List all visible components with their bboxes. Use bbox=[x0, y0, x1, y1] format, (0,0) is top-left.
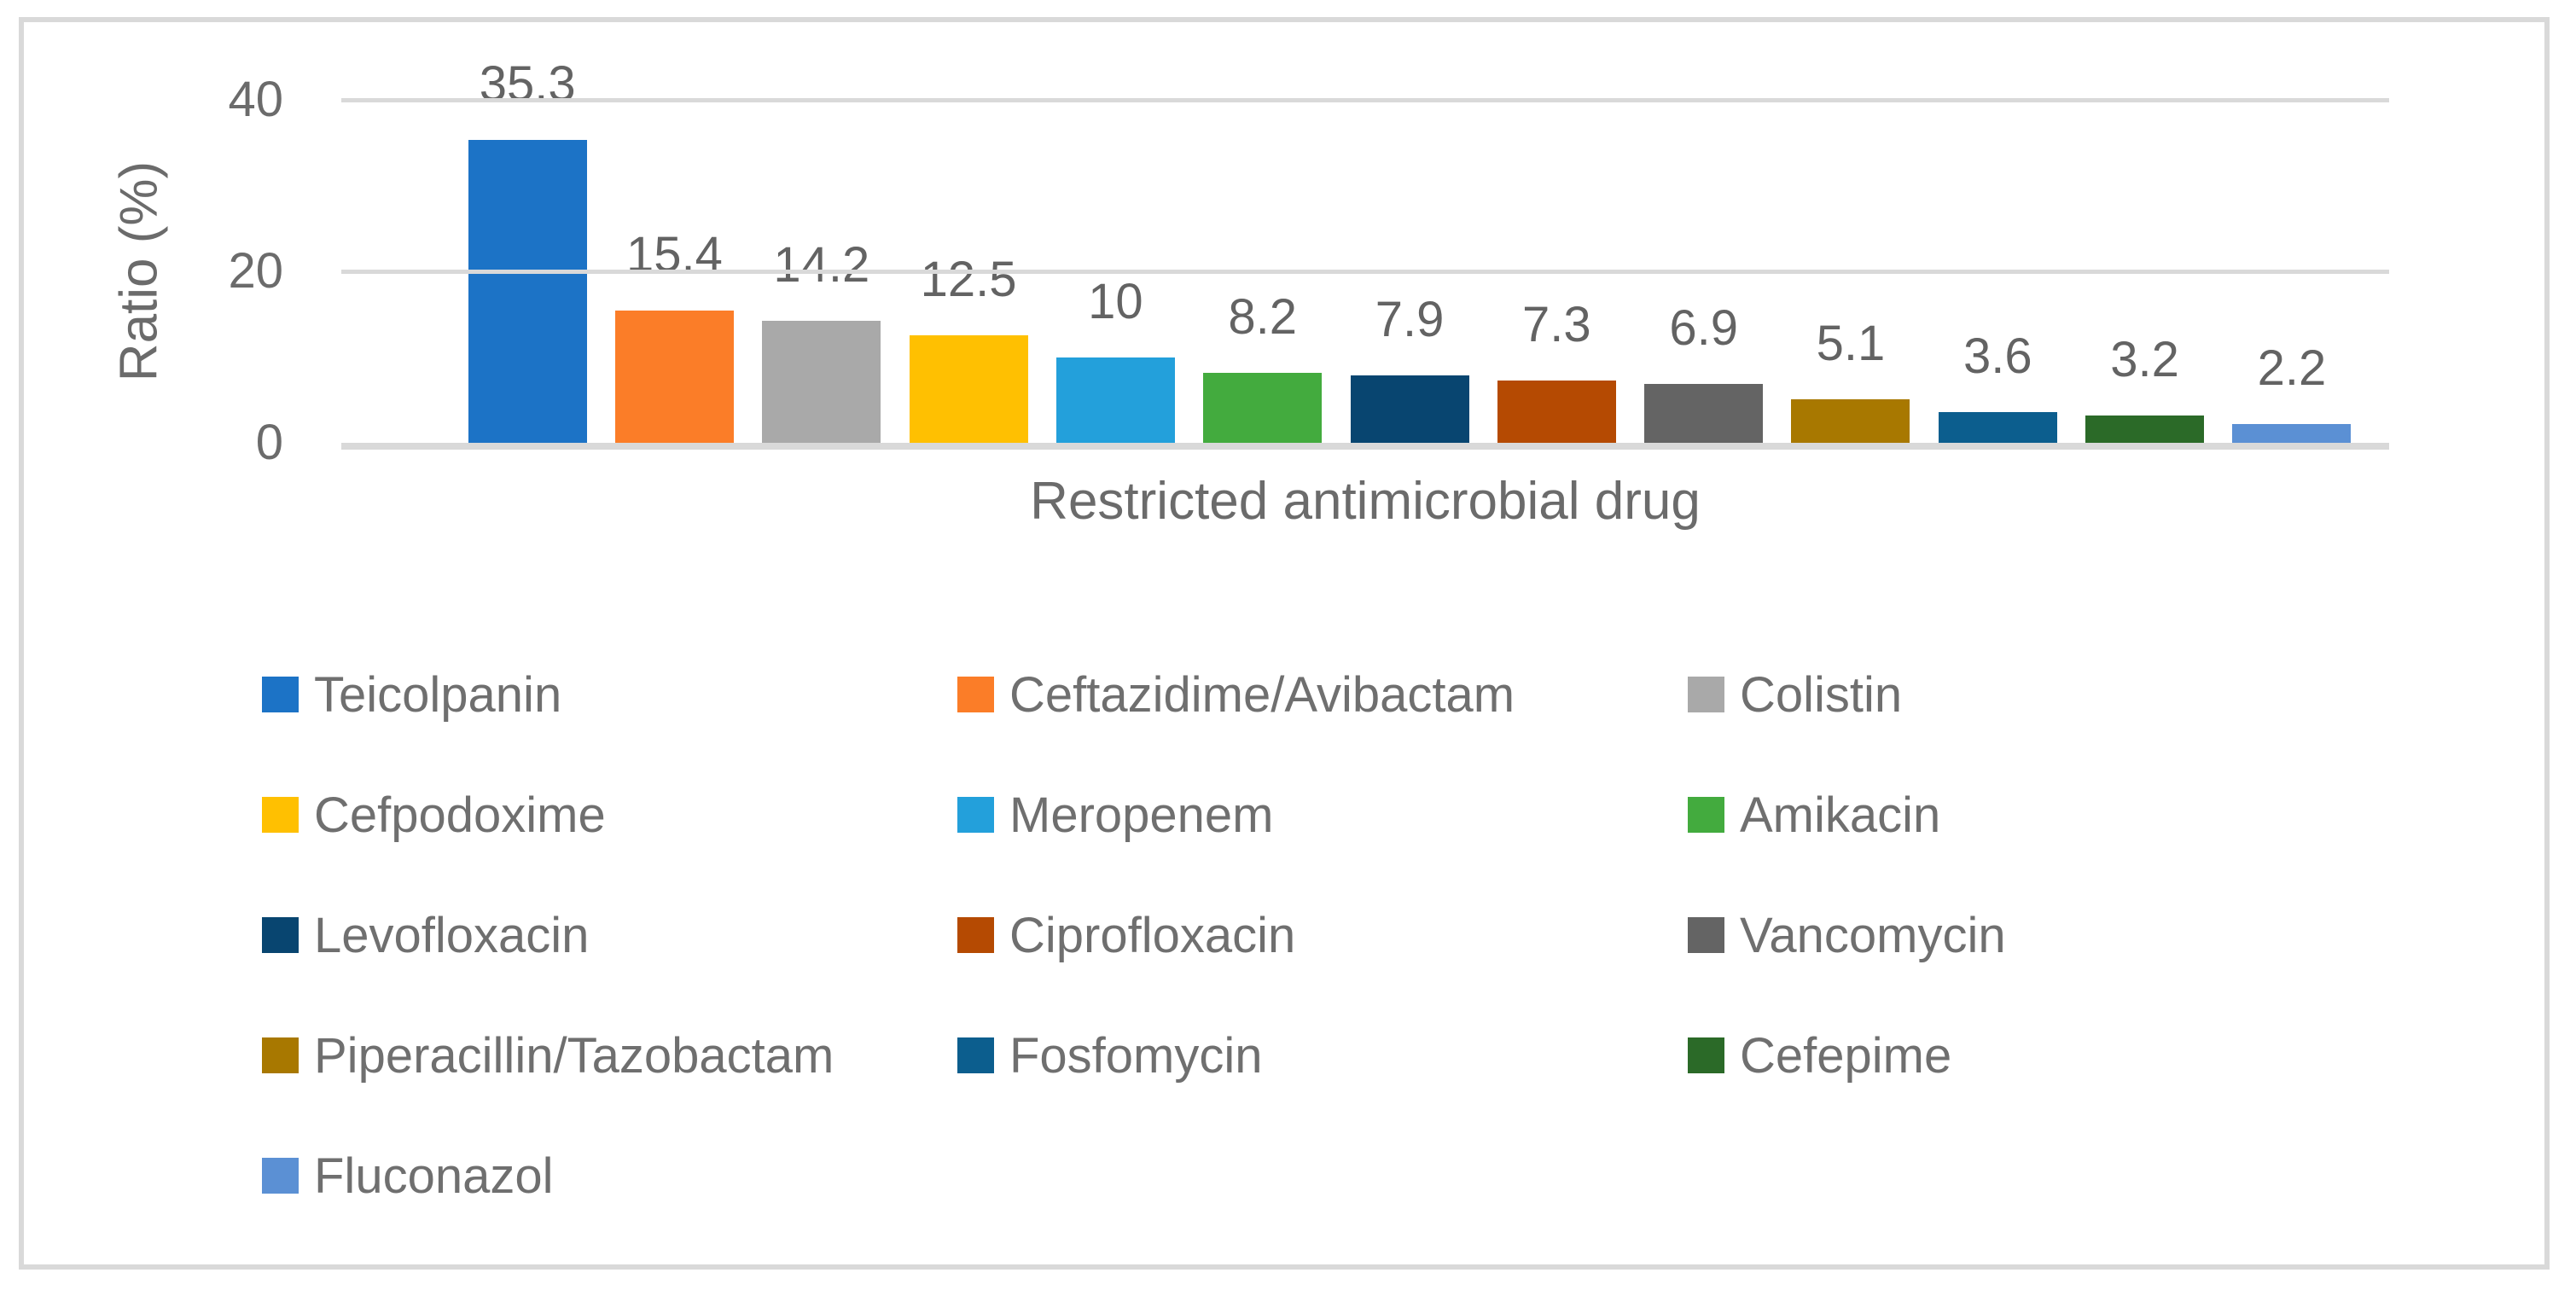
legend-item: Levofloxacin bbox=[262, 907, 957, 963]
legend-swatch bbox=[262, 797, 299, 834]
legend-swatch bbox=[957, 1037, 994, 1074]
bar bbox=[1791, 398, 1910, 443]
bar-value-label: 3.6 bbox=[1963, 328, 2032, 384]
bar-value-label: 35.3 bbox=[479, 56, 576, 113]
bar-slot: 10 bbox=[1042, 0, 1189, 443]
legend: Teicolpanin Ceftazidime/Avibactam Colistin… bbox=[262, 635, 2515, 1236]
legend-item: Piperacillin/Tazobactam bbox=[262, 1027, 957, 1084]
legend-label: Levofloxacin bbox=[314, 907, 590, 963]
bar-slot: 15.4 bbox=[601, 0, 747, 443]
figure-border bbox=[19, 17, 2550, 1270]
bar bbox=[614, 311, 734, 443]
legend-swatch bbox=[262, 677, 299, 713]
legend-swatch bbox=[1688, 917, 1724, 954]
bar-slot: 14.2 bbox=[748, 0, 895, 443]
bar-value-label: 7.3 bbox=[1522, 296, 1591, 352]
bar bbox=[1203, 372, 1323, 443]
bar-slot: 2.2 bbox=[2218, 0, 2365, 443]
legend-swatch bbox=[957, 917, 994, 954]
legend-label: Meropenem bbox=[1009, 787, 1274, 843]
bar-value-label: 10 bbox=[1088, 273, 1143, 329]
legend-label: Colistin bbox=[1740, 666, 1903, 723]
legend-item: Cefpodoxime bbox=[262, 787, 957, 843]
bar-value-label: 2.2 bbox=[2257, 340, 2327, 396]
legend-item: Amikacin bbox=[1688, 787, 2515, 843]
gridline bbox=[341, 97, 2389, 102]
legend-swatch bbox=[957, 797, 994, 834]
bar bbox=[2232, 423, 2352, 443]
bar-slot: 35.3 bbox=[454, 0, 601, 443]
legend-swatch bbox=[957, 677, 994, 713]
legend-label: Fluconazol bbox=[314, 1148, 554, 1204]
bar-slot: 3.2 bbox=[2071, 0, 2218, 443]
bar bbox=[1055, 357, 1175, 443]
legend-label: Vancomycin bbox=[1740, 907, 2006, 963]
gridline bbox=[341, 269, 2389, 274]
y-tick-label: 40 bbox=[228, 72, 283, 127]
bar-slot: 3.6 bbox=[1924, 0, 2071, 443]
bar-slot: 7.9 bbox=[1336, 0, 1483, 443]
legend-label: Ciprofloxacin bbox=[1009, 907, 1296, 963]
legend-item: Colistin bbox=[1688, 666, 2515, 723]
bar-value-label: 7.9 bbox=[1375, 291, 1445, 347]
bar-value-label: 12.5 bbox=[920, 252, 1017, 308]
legend-item: Cefepime bbox=[1688, 1027, 2515, 1084]
legend-label: Cefepime bbox=[1740, 1027, 1952, 1084]
bar bbox=[468, 140, 587, 443]
legend-label: Teicolpanin bbox=[314, 666, 562, 723]
legend-swatch bbox=[1688, 677, 1724, 713]
legend-swatch bbox=[262, 1158, 299, 1194]
legend-item: Teicolpanin bbox=[262, 666, 957, 723]
bar-value-label: 5.1 bbox=[1816, 315, 1886, 371]
legend-item: Ceftazidime/Avibactam bbox=[957, 666, 1688, 723]
bar-slot: 8.2 bbox=[1189, 0, 1336, 443]
legend-label: Cefpodoxime bbox=[314, 787, 606, 843]
legend-label: Fosfomycin bbox=[1009, 1027, 1263, 1084]
y-tick-label: 20 bbox=[228, 243, 283, 299]
bar bbox=[1644, 383, 1764, 443]
bar-slot: 12.5 bbox=[895, 0, 1042, 443]
legend-swatch bbox=[1688, 797, 1724, 834]
bar-slot: 7.3 bbox=[1483, 0, 1630, 443]
x-axis-title: Restricted antimicrobial drug bbox=[1030, 472, 1701, 531]
bar-value-label: 8.2 bbox=[1228, 288, 1298, 345]
bar-value-label: 3.2 bbox=[2110, 331, 2179, 387]
bar-series: 35.3 15.4 14.2 12.5 10 8.2 7.9 7.3 6.9 5.1 3.6 3.2 2… bbox=[341, 0, 2389, 443]
bar bbox=[2085, 415, 2205, 443]
bar bbox=[909, 335, 1028, 443]
bar-value-label: 6.9 bbox=[1669, 299, 1738, 356]
legend-swatch bbox=[262, 1037, 299, 1074]
legend-item: Vancomycin bbox=[1688, 907, 2515, 963]
bar bbox=[1497, 380, 1616, 443]
bar bbox=[1350, 375, 1469, 443]
legend-label: Ceftazidime/Avibactam bbox=[1009, 666, 1515, 723]
bar bbox=[1938, 411, 2057, 443]
y-tick-label: 0 bbox=[255, 415, 283, 470]
legend-item: Meropenem bbox=[957, 787, 1688, 843]
bar-slot: 5.1 bbox=[1777, 0, 1924, 443]
legend-swatch bbox=[1688, 1037, 1724, 1074]
bar-value-label: 14.2 bbox=[773, 237, 870, 293]
legend-item: Ciprofloxacin bbox=[957, 907, 1688, 963]
bar-slot: 6.9 bbox=[1631, 0, 1777, 443]
x-axis-baseline bbox=[341, 443, 2389, 450]
bar bbox=[762, 321, 881, 443]
legend-item: Fluconazol bbox=[262, 1148, 957, 1204]
legend-swatch bbox=[262, 917, 299, 954]
legend-item: Fosfomycin bbox=[957, 1027, 1688, 1084]
legend-label: Amikacin bbox=[1740, 787, 1941, 843]
legend-label: Piperacillin/Tazobactam bbox=[314, 1027, 834, 1084]
